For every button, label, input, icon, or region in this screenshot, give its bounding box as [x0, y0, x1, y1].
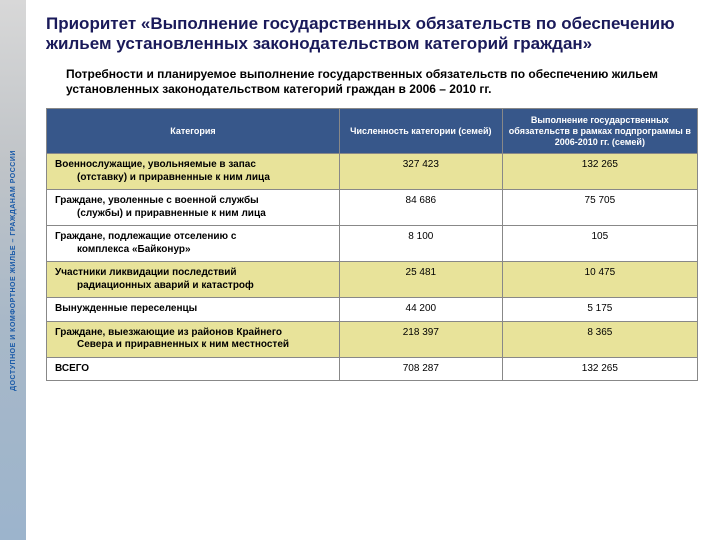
- cell-fulfilled: 10 475: [502, 262, 697, 298]
- table-row: Вынужденные переселенцы 44 2005 175: [47, 298, 698, 322]
- slide-subtitle: Потребности и планируемое выполнение гос…: [66, 67, 698, 98]
- cell-fulfilled: 8 365: [502, 321, 697, 357]
- table-row: Граждане, уволенные с военной службы (слу…: [47, 190, 698, 226]
- cell-category-line1: Граждане, подлежащие отселению с: [55, 231, 236, 242]
- cell-category-line1: Вынужденные переселенцы: [55, 303, 197, 314]
- cell-fulfilled: 105: [502, 226, 697, 262]
- cell-category: Военнослужащие, увольняемые в запас (отст…: [47, 154, 340, 190]
- cell-fulfilled: 132 265: [502, 357, 697, 381]
- table-row: Военнослужащие, увольняемые в запас (отст…: [47, 154, 698, 190]
- cell-category: ВСЕГО: [47, 357, 340, 381]
- cell-count: 44 200: [339, 298, 502, 322]
- side-banner: ДОСТУПНОЕ И КОМФОРТНОЕ ЖИЛЬЕ – ГРАЖДАНАМ…: [0, 0, 26, 540]
- cell-count: 8 100: [339, 226, 502, 262]
- cell-category: Граждане, уволенные с военной службы (слу…: [47, 190, 340, 226]
- cell-category: Участники ликвидации последствий радиацио…: [47, 262, 340, 298]
- header-category: Категория: [47, 108, 340, 153]
- cell-count: 708 287: [339, 357, 502, 381]
- slide-title: Приоритет «Выполнение государственных об…: [46, 14, 698, 55]
- cell-category-line1: Военнослужащие, увольняемые в запас: [55, 159, 256, 170]
- table-row: ВСЕГО 708 287132 265: [47, 357, 698, 381]
- data-table: Категория Численность категории (семей) …: [46, 108, 698, 381]
- cell-category-line2: Севера и приравненных к ним местностей: [55, 339, 333, 352]
- cell-count: 25 481: [339, 262, 502, 298]
- cell-fulfilled: 5 175: [502, 298, 697, 322]
- side-banner-text: ДОСТУПНОЕ И КОМФОРТНОЕ ЖИЛЬЕ – ГРАЖДАНАМ…: [10, 150, 17, 391]
- cell-category: Вынужденные переселенцы: [47, 298, 340, 322]
- cell-fulfilled: 132 265: [502, 154, 697, 190]
- cell-category: Граждане, выезжающие из районов Крайнего…: [47, 321, 340, 357]
- cell-category-line1: Граждане, уволенные с военной службы: [55, 195, 259, 206]
- cell-count: 84 686: [339, 190, 502, 226]
- table-header-row: Категория Численность категории (семей) …: [47, 108, 698, 153]
- table-row: Граждане, выезжающие из районов Крайнего…: [47, 321, 698, 357]
- cell-fulfilled: 75 705: [502, 190, 697, 226]
- table-row: Граждане, подлежащие отселению с комплекс…: [47, 226, 698, 262]
- cell-category-line2: (службы) и приравненные к ним лица: [55, 208, 333, 221]
- table-row: Участники ликвидации последствий радиацио…: [47, 262, 698, 298]
- cell-category-line1: Участники ликвидации последствий: [55, 267, 237, 278]
- cell-category-line1: ВСЕГО: [55, 363, 89, 374]
- cell-category-line2: (отставку) и приравненные к ним лица: [55, 172, 333, 185]
- cell-category-line2: комплекса «Байконур»: [55, 244, 333, 257]
- cell-count: 218 397: [339, 321, 502, 357]
- header-fulfilled: Выполнение государственных обязательств …: [502, 108, 697, 153]
- cell-category: Граждане, подлежащие отселению с комплекс…: [47, 226, 340, 262]
- cell-category-line2: радиационных аварий и катастроф: [55, 280, 333, 293]
- cell-count: 327 423: [339, 154, 502, 190]
- header-count: Численность категории (семей): [339, 108, 502, 153]
- slide-content: Приоритет «Выполнение государственных об…: [30, 0, 720, 381]
- cell-category-line1: Граждане, выезжающие из районов Крайнего: [55, 327, 282, 338]
